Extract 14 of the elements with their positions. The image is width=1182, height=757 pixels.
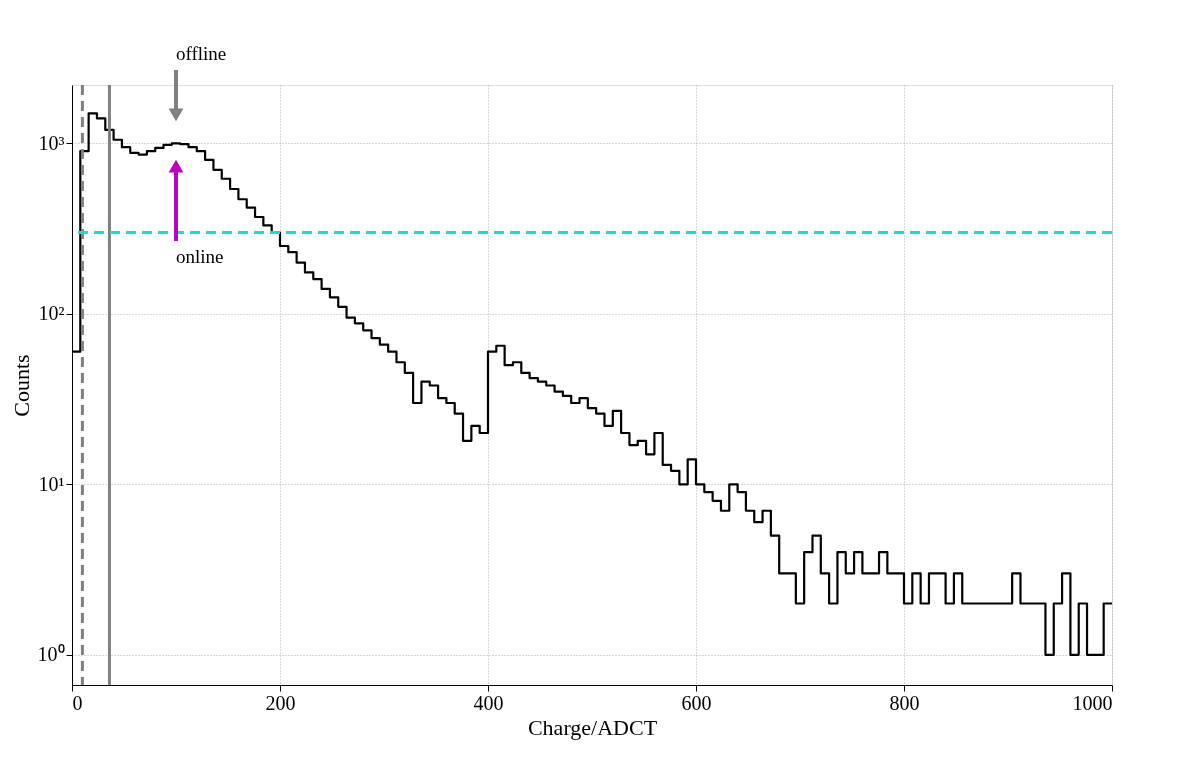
x-tick-label: 1000 [1072,691,1113,714]
y-tick-label: 10³ [38,131,65,154]
x-tick-label: 600 [681,691,712,714]
text: offline [176,43,227,64]
y-tick-label: 10¹ [38,472,65,495]
x-axis-title: Charge/ADCT [527,714,658,740]
annotation: online [176,246,224,268]
x-tick-label: 800 [889,691,920,714]
y-tick-label: 10⁰ [37,643,65,666]
x-tick-label: 400 [473,691,504,714]
x-tick-label: 0 [72,691,83,714]
x-tick-label: 200 [265,691,296,714]
y-tick-label: 10² [38,302,65,325]
y-axis-title: Counts [8,354,34,417]
